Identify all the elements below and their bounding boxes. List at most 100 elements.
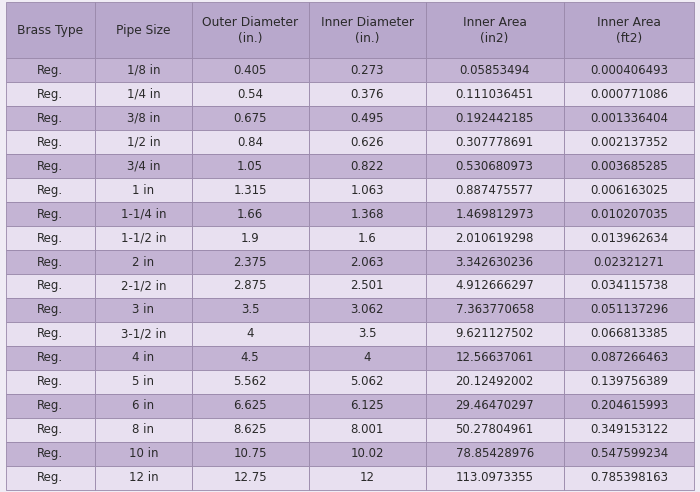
- Text: 0.192442185: 0.192442185: [456, 112, 534, 125]
- Bar: [6, 59, 95, 83]
- Text: 4 in: 4 in: [132, 351, 155, 364]
- Bar: [6, 322, 95, 346]
- Bar: [309, 178, 426, 202]
- Bar: [564, 394, 694, 418]
- Text: 0.887475577: 0.887475577: [456, 184, 533, 197]
- Text: 0.495: 0.495: [351, 112, 384, 125]
- Text: Reg.: Reg.: [37, 375, 64, 388]
- Text: 12 in: 12 in: [129, 471, 158, 484]
- Text: 0.204615993: 0.204615993: [590, 399, 668, 412]
- Bar: [309, 465, 426, 490]
- Text: 0.001336404: 0.001336404: [590, 112, 668, 125]
- Text: 0.111036451: 0.111036451: [456, 88, 534, 101]
- Bar: [564, 465, 694, 490]
- Text: Pipe Size: Pipe Size: [116, 24, 171, 37]
- Bar: [309, 130, 426, 154]
- Text: 2 in: 2 in: [132, 255, 155, 269]
- Text: Reg.: Reg.: [37, 208, 64, 220]
- Bar: [95, 298, 192, 322]
- Bar: [309, 298, 426, 322]
- Bar: [309, 202, 426, 226]
- Bar: [6, 83, 95, 106]
- Bar: [564, 2, 694, 59]
- Text: 0.010207035: 0.010207035: [590, 208, 668, 220]
- Text: Reg.: Reg.: [37, 160, 64, 173]
- Text: 12.75: 12.75: [233, 471, 267, 484]
- Text: 5.062: 5.062: [351, 375, 384, 388]
- Text: 0.349153122: 0.349153122: [590, 423, 668, 436]
- Bar: [95, 418, 192, 442]
- Text: Reg.: Reg.: [37, 255, 64, 269]
- Text: Reg.: Reg.: [37, 232, 64, 245]
- Text: 0.530680973: 0.530680973: [456, 160, 533, 173]
- Bar: [564, 322, 694, 346]
- Text: 1.6: 1.6: [358, 232, 377, 245]
- Text: 0.006163025: 0.006163025: [590, 184, 668, 197]
- Bar: [309, 346, 426, 370]
- Text: 8 in: 8 in: [132, 423, 155, 436]
- Bar: [192, 465, 309, 490]
- Bar: [426, 178, 564, 202]
- Bar: [6, 106, 95, 130]
- Bar: [309, 418, 426, 442]
- Bar: [192, 394, 309, 418]
- Text: 2.875: 2.875: [233, 279, 267, 292]
- Text: 9.621127502: 9.621127502: [456, 327, 534, 340]
- Text: 10.75: 10.75: [233, 447, 267, 460]
- Text: 2.010619298: 2.010619298: [456, 232, 534, 245]
- Bar: [192, 346, 309, 370]
- Text: 1.05: 1.05: [237, 160, 263, 173]
- Bar: [564, 83, 694, 106]
- Text: 2.063: 2.063: [351, 255, 384, 269]
- Text: 78.85428976: 78.85428976: [456, 447, 534, 460]
- Bar: [309, 394, 426, 418]
- Bar: [95, 106, 192, 130]
- Text: 0.000406493: 0.000406493: [590, 64, 668, 77]
- Bar: [426, 106, 564, 130]
- Text: 6.625: 6.625: [233, 399, 267, 412]
- Bar: [426, 298, 564, 322]
- Text: Brass Type: Brass Type: [18, 24, 83, 37]
- Bar: [309, 2, 426, 59]
- Text: 0.066813385: 0.066813385: [590, 327, 668, 340]
- Bar: [309, 442, 426, 465]
- Text: Reg.: Reg.: [37, 112, 64, 125]
- Text: 1.66: 1.66: [237, 208, 263, 220]
- Text: 0.405: 0.405: [233, 64, 267, 77]
- Bar: [6, 298, 95, 322]
- Text: Reg.: Reg.: [37, 423, 64, 436]
- Text: 0.376: 0.376: [351, 88, 384, 101]
- Text: Reg.: Reg.: [37, 447, 64, 460]
- Bar: [564, 274, 694, 298]
- Text: 2.375: 2.375: [233, 255, 267, 269]
- Text: Reg.: Reg.: [37, 64, 64, 77]
- Bar: [564, 106, 694, 130]
- Bar: [192, 322, 309, 346]
- Text: 10.02: 10.02: [351, 447, 384, 460]
- Text: 1.469812973: 1.469812973: [456, 208, 534, 220]
- Bar: [95, 322, 192, 346]
- Text: 1.368: 1.368: [351, 208, 384, 220]
- Text: 12.56637061: 12.56637061: [456, 351, 534, 364]
- Bar: [95, 202, 192, 226]
- Text: 12: 12: [360, 471, 374, 484]
- Text: 0.003685285: 0.003685285: [590, 160, 668, 173]
- Text: 1/2 in: 1/2 in: [127, 136, 160, 149]
- Bar: [95, 178, 192, 202]
- Bar: [309, 274, 426, 298]
- Bar: [95, 394, 192, 418]
- Text: 3.062: 3.062: [351, 304, 384, 316]
- Text: 0.034115738: 0.034115738: [590, 279, 668, 292]
- Bar: [426, 154, 564, 178]
- Text: 4.5: 4.5: [241, 351, 260, 364]
- Bar: [192, 418, 309, 442]
- Text: 3-1/2 in: 3-1/2 in: [120, 327, 166, 340]
- Text: Outer Diameter
(in.): Outer Diameter (in.): [202, 16, 298, 45]
- Text: 29.46470297: 29.46470297: [455, 399, 534, 412]
- Bar: [6, 465, 95, 490]
- Bar: [564, 202, 694, 226]
- Text: 20.12492002: 20.12492002: [456, 375, 534, 388]
- Text: 5 in: 5 in: [132, 375, 155, 388]
- Text: Inner Diameter
(in.): Inner Diameter (in.): [321, 16, 414, 45]
- Bar: [95, 154, 192, 178]
